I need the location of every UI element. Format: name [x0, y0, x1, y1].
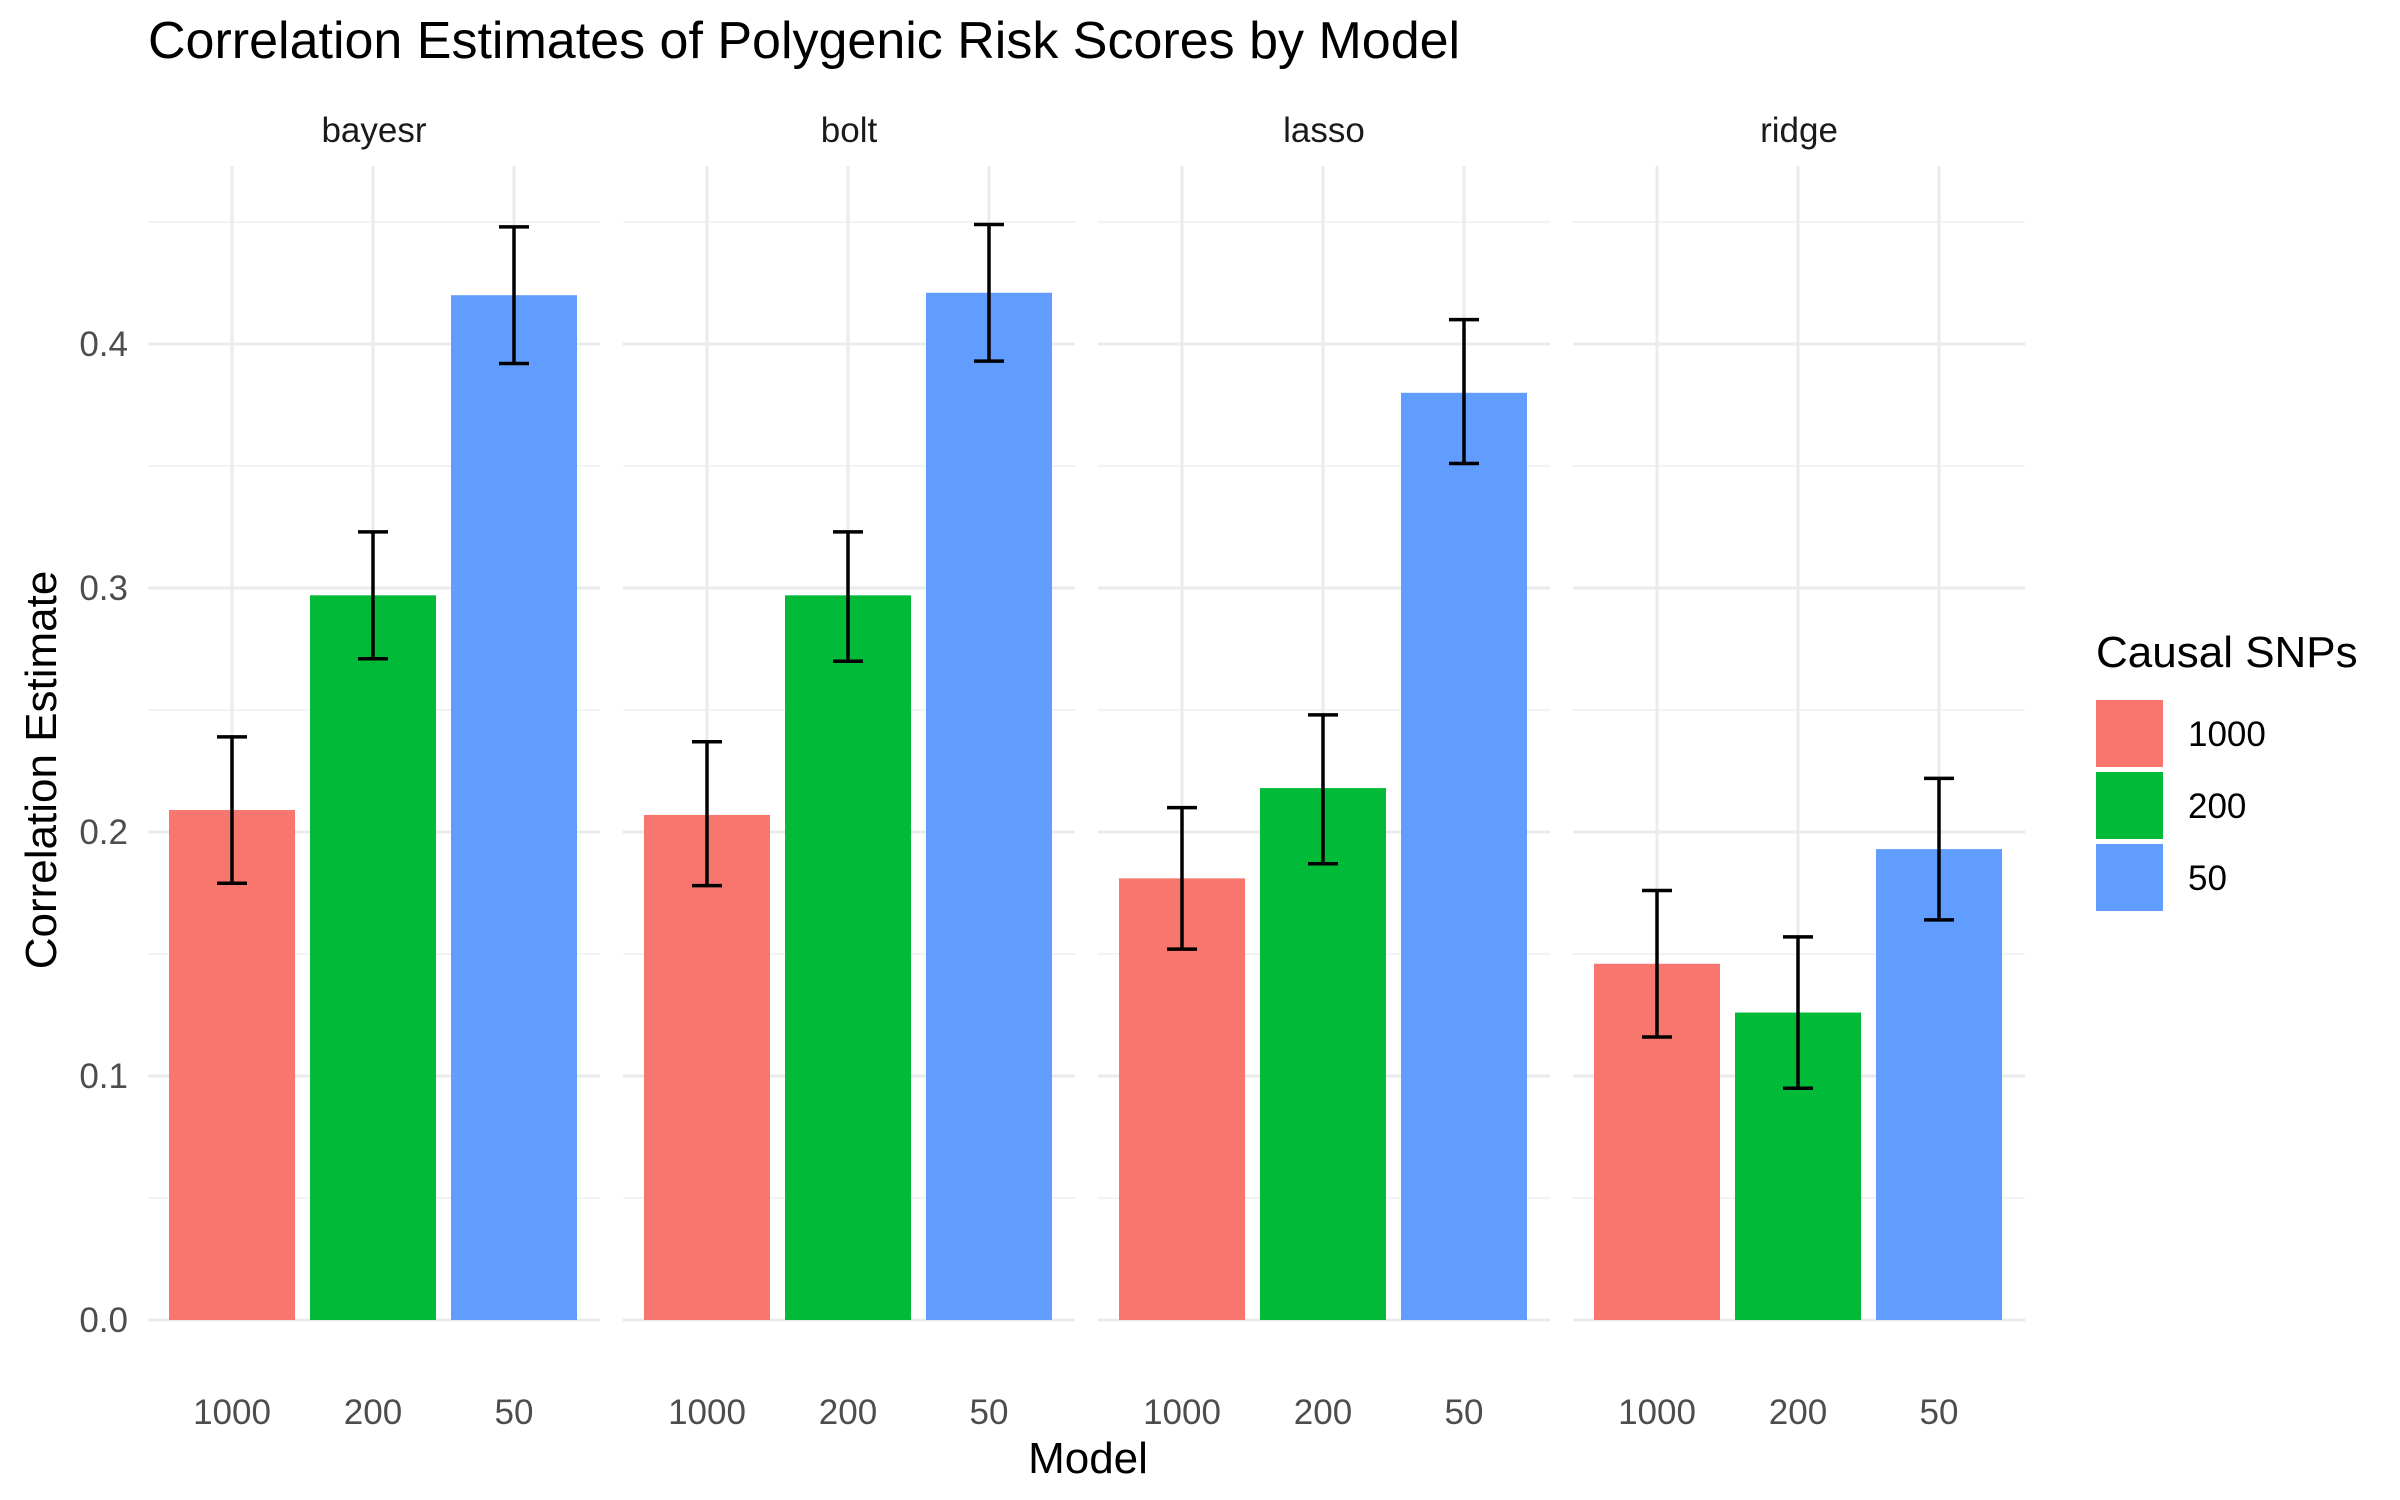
error-bar-bolt-1000: [692, 739, 722, 888]
error-bar-lasso-50: [1449, 317, 1479, 466]
y-tick-label: 0.2: [79, 813, 128, 852]
legend-label: 1000: [2188, 715, 2266, 754]
facet-label-bayesr: bayesr: [321, 111, 426, 150]
x-tick-label: 1000: [1143, 1393, 1221, 1432]
facet-panels: bayesr 1000 200 50 bolt 1000 200 50 lasso 1000 200…: [148, 111, 2025, 1432]
error-bar-ridge-50: [1924, 776, 1954, 922]
legend-item-50: 50: [2096, 844, 2227, 911]
facet-panel-lasso: lasso 1000 200 50: [1098, 111, 1550, 1432]
chart-title: Correlation Estimates of Polygenic Risk …: [148, 12, 1460, 70]
legend-key-swatch: [2096, 844, 2163, 911]
error-bar-bayesr-200: [358, 530, 388, 661]
y-axis-title: Correlation Estimate: [17, 571, 66, 970]
legend-items: 1000 200 50: [2096, 700, 2266, 911]
bar-ridge-50: [1876, 849, 2002, 1320]
x-tick-label: 1000: [1618, 1393, 1696, 1432]
error-bar-lasso-200: [1308, 713, 1338, 866]
x-tick-label: 50: [1920, 1393, 1959, 1432]
y-tick-label: 0.3: [79, 569, 128, 608]
x-axis-title: Model: [1028, 1434, 1148, 1483]
x-tick-label: 1000: [668, 1393, 746, 1432]
error-bar-bolt-200: [833, 530, 863, 663]
error-bar-ridge-1000: [1642, 888, 1672, 1039]
facet-label-bolt: bolt: [821, 111, 878, 150]
legend-label: 200: [2188, 787, 2246, 826]
x-tick-label: 200: [1294, 1393, 1352, 1432]
facet-panel-bolt: bolt 1000 200 50: [623, 111, 1075, 1432]
legend: Causal SNPs 1000 200 50: [2096, 628, 2358, 911]
bar-lasso-50: [1401, 392, 1527, 1320]
x-tick-label: 200: [344, 1393, 402, 1432]
bar-bolt-50: [926, 292, 1052, 1320]
bar-bayesr-200: [310, 595, 436, 1320]
facet-panel-ridge: ridge 1000 200 50: [1573, 111, 2025, 1432]
error-bar-lasso-1000: [1167, 805, 1197, 951]
x-tick-label: 50: [970, 1393, 1009, 1432]
bar-bolt-200: [785, 595, 911, 1320]
error-bar-bayesr-50: [499, 225, 529, 366]
legend-item-200: 200: [2096, 772, 2246, 839]
legend-title: Causal SNPs: [2096, 628, 2358, 677]
legend-key-swatch: [2096, 700, 2163, 767]
bar-lasso-200: [1260, 788, 1386, 1320]
error-bar-bolt-50: [974, 222, 1004, 363]
error-bar-bayesr-1000: [217, 735, 247, 885]
y-tick-label: 0.0: [79, 1301, 128, 1340]
x-tick-label: 1000: [193, 1393, 271, 1432]
x-tick-label: 50: [1445, 1393, 1484, 1432]
legend-item-1000: 1000: [2096, 700, 2266, 767]
legend-key-swatch: [2096, 772, 2163, 839]
bar-bayesr-1000: [169, 810, 295, 1320]
x-tick-label: 50: [495, 1393, 534, 1432]
x-tick-label: 200: [819, 1393, 877, 1432]
facet-label-ridge: ridge: [1760, 111, 1838, 150]
facet-panel-bayesr: bayesr 1000 200 50: [148, 111, 600, 1432]
bar-lasso-1000: [1119, 878, 1245, 1320]
bar-bayesr-50: [451, 295, 577, 1321]
facet-label-lasso: lasso: [1283, 111, 1365, 150]
error-bar-ridge-200: [1783, 935, 1813, 1090]
legend-label: 50: [2188, 859, 2227, 898]
x-tick-label: 200: [1769, 1393, 1827, 1432]
y-tick-label: 0.1: [79, 1057, 128, 1096]
y-tick-label: 0.4: [79, 325, 128, 364]
y-axis: 0.0 0.1 0.2 0.3 0.4: [79, 325, 128, 1340]
bar-bolt-1000: [644, 814, 770, 1320]
